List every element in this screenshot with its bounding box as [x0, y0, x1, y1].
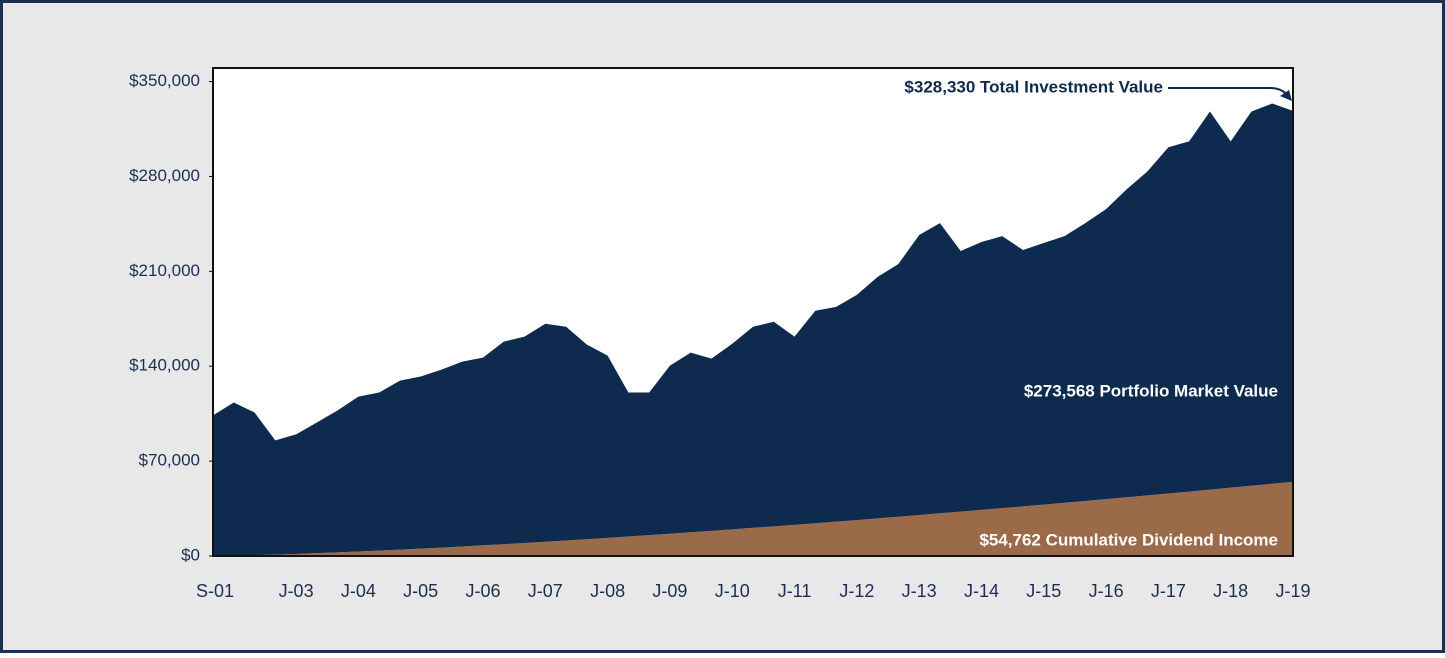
- plot-border: [212, 67, 1294, 557]
- x-tick-label: J-09: [652, 581, 687, 601]
- arrow-head: [1280, 90, 1292, 101]
- x-tick-label: J-04: [341, 581, 376, 601]
- x-tick-label: J-07: [528, 581, 563, 601]
- y-tick-label: $280,000: [129, 166, 200, 185]
- annotation: $328,330 Total Investment Value: [904, 77, 1163, 96]
- x-tick-label: J-16: [1089, 581, 1124, 601]
- x-tick-label: J-13: [902, 581, 937, 601]
- y-tick-label: $0: [181, 545, 200, 564]
- y-tick-label: $210,000: [129, 261, 200, 280]
- x-tick-label: J-03: [279, 581, 314, 601]
- x-tick-label: J-06: [465, 581, 500, 601]
- x-tick-label: J-12: [839, 581, 874, 601]
- x-tick-label: S-01: [196, 581, 234, 601]
- annotation: $54,762 Cumulative Dividend Income: [979, 530, 1278, 549]
- x-tick-label: J-19: [1275, 581, 1310, 601]
- x-tick-label: J-14: [964, 581, 999, 601]
- x-tick-label: J-15: [1026, 581, 1061, 601]
- x-tick-label: J-18: [1213, 581, 1248, 601]
- annotation: $273,568 Portfolio Market Value: [1024, 381, 1278, 400]
- x-tick-label: J-17: [1151, 581, 1186, 601]
- y-tick-label: $70,000: [139, 451, 200, 470]
- y-tick-label: $350,000: [129, 71, 200, 90]
- x-tick-label: J-05: [403, 581, 438, 601]
- area: [213, 103, 1293, 556]
- area: [213, 481, 1293, 556]
- x-tick-label: J-10: [715, 581, 750, 601]
- x-tick-label: J-08: [590, 581, 625, 601]
- x-tick-label: J-11: [778, 581, 812, 601]
- y-tick-label: $140,000: [129, 356, 200, 375]
